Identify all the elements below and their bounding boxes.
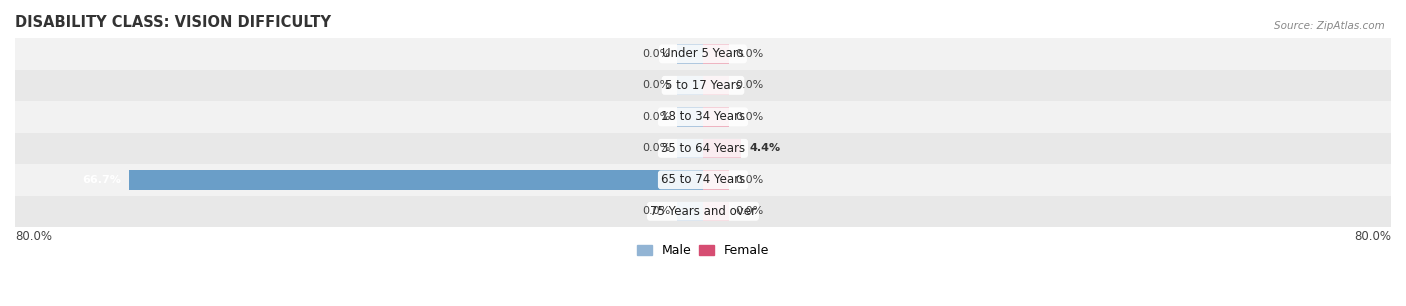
Text: Under 5 Years: Under 5 Years — [662, 47, 744, 60]
Bar — [15, 38, 1391, 69]
Legend: Male, Female: Male, Female — [631, 239, 775, 262]
Bar — [678, 139, 703, 158]
Bar — [129, 170, 703, 190]
Text: 80.0%: 80.0% — [1354, 230, 1391, 243]
Text: 75 Years and over: 75 Years and over — [650, 205, 756, 218]
Bar — [703, 44, 728, 64]
Bar — [15, 69, 1391, 101]
Bar — [703, 170, 728, 190]
Text: 0.0%: 0.0% — [643, 206, 671, 216]
Text: 0.0%: 0.0% — [735, 49, 763, 59]
Text: 0.0%: 0.0% — [735, 80, 763, 90]
Text: 0.0%: 0.0% — [735, 112, 763, 122]
Bar — [678, 76, 703, 95]
Bar — [703, 139, 741, 158]
Text: 18 to 34 Years: 18 to 34 Years — [661, 110, 745, 123]
Bar — [15, 132, 1391, 164]
Text: Source: ZipAtlas.com: Source: ZipAtlas.com — [1274, 21, 1385, 32]
Bar — [703, 107, 728, 127]
Text: 5 to 17 Years: 5 to 17 Years — [665, 79, 741, 92]
Text: 65 to 74 Years: 65 to 74 Years — [661, 173, 745, 186]
Text: 0.0%: 0.0% — [735, 175, 763, 185]
Bar — [678, 44, 703, 64]
Text: 4.4%: 4.4% — [749, 143, 780, 153]
Text: 0.0%: 0.0% — [643, 49, 671, 59]
Text: DISABILITY CLASS: VISION DIFFICULTY: DISABILITY CLASS: VISION DIFFICULTY — [15, 15, 330, 30]
Text: 0.0%: 0.0% — [643, 143, 671, 153]
Text: 0.0%: 0.0% — [735, 206, 763, 216]
Bar — [703, 76, 728, 95]
Bar — [703, 202, 728, 221]
Bar — [678, 202, 703, 221]
Text: 0.0%: 0.0% — [643, 112, 671, 122]
Text: 80.0%: 80.0% — [15, 230, 52, 243]
Text: 0.0%: 0.0% — [643, 80, 671, 90]
Text: 66.7%: 66.7% — [82, 175, 121, 185]
Bar — [15, 101, 1391, 132]
Text: 35 to 64 Years: 35 to 64 Years — [661, 142, 745, 155]
Bar — [15, 196, 1391, 227]
Bar — [678, 107, 703, 127]
Bar — [15, 164, 1391, 196]
